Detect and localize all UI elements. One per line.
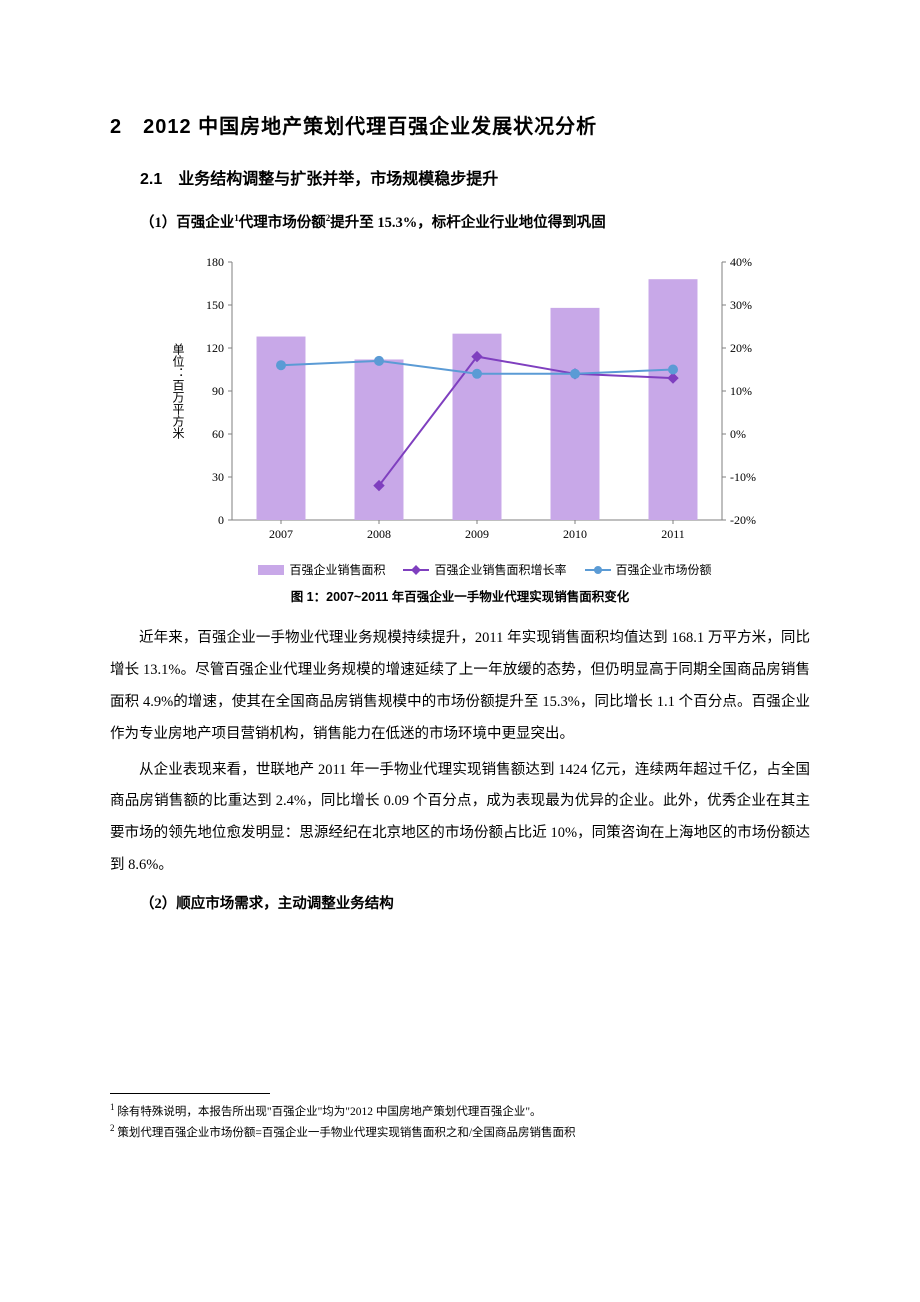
svg-text:60: 60: [212, 427, 224, 441]
chart-legend: 百强企业销售面积 百强企业销售面积增长率 百强企业市场份额: [160, 561, 810, 578]
svg-text:180: 180: [206, 255, 224, 269]
svg-text:-20%: -20%: [730, 513, 756, 527]
svg-text:0: 0: [218, 513, 224, 527]
h3-1-post: 提升至 15.3%，标杆企业行业地位得到巩固: [330, 215, 606, 231]
svg-text:2008: 2008: [367, 527, 391, 541]
svg-text:单位：百万平方米: 单位：百万平方米: [171, 343, 185, 439]
svg-text:30%: 30%: [730, 298, 752, 312]
h3-1-pre: （1）百强企业: [140, 215, 234, 231]
svg-text:0%: 0%: [730, 427, 746, 441]
footnote-1: 1 除有特殊说明，本报告所出现"百强企业"均为"2012 中国房地产策划代理百强…: [110, 1100, 810, 1121]
footnote-separator: [110, 1093, 270, 1094]
svg-text:-10%: -10%: [730, 470, 756, 484]
legend-item: 百强企业市场份额: [585, 561, 712, 578]
svg-text:20%: 20%: [730, 341, 752, 355]
figure-1-caption: 图 1：2007~2011 年百强企业一手物业代理实现销售面积变化: [110, 586, 810, 605]
footnote-2: 2 策划代理百强企业市场份额=百强企业一手物业代理实现销售面积之和/全国商品房销…: [110, 1121, 810, 1142]
footnote-1-text: 除有特殊说明，本报告所出现"百强企业"均为"2012 中国房地产策划代理百强企业…: [115, 1106, 542, 1118]
svg-text:2009: 2009: [465, 527, 489, 541]
svg-text:2007: 2007: [269, 527, 293, 541]
svg-text:30: 30: [212, 470, 224, 484]
legend-item: 百强企业销售面积增长率: [403, 561, 566, 578]
svg-text:120: 120: [206, 341, 224, 355]
point-heading-2: （2）顺应市场需求，主动调整业务结构: [140, 892, 810, 913]
section-heading: 2 2012 中国房地产策划代理百强企业发展状况分析: [110, 110, 810, 139]
h3-1-mid: 代理市场份额: [239, 215, 326, 231]
svg-text:40%: 40%: [730, 255, 752, 269]
point-heading-1: （1）百强企业1代理市场份额2提升至 15.3%，标杆企业行业地位得到巩固: [140, 211, 810, 232]
footnote-2-text: 策划代理百强企业市场份额=百强企业一手物业代理实现销售面积之和/全国商品房销售面…: [115, 1127, 576, 1139]
svg-text:2010: 2010: [563, 527, 587, 541]
svg-text:150: 150: [206, 298, 224, 312]
svg-text:10%: 10%: [730, 384, 752, 398]
legend-item: 百强企业销售面积: [258, 561, 385, 578]
svg-text:2011: 2011: [661, 527, 685, 541]
subsection-heading: 2.1 业务结构调整与扩张并举，市场规模稳步提升: [140, 165, 810, 189]
paragraph-2: 从企业表现来看，世联地产 2011 年一手物业代理实现销售额达到 1424 亿元…: [110, 755, 810, 883]
svg-text:90: 90: [212, 384, 224, 398]
figure-1-chart: 0 30 60 90 120 150 180 -20% -10% 0% 10% 20% 30% 40% 20…: [160, 250, 810, 578]
paragraph-1: 近年来，百强企业一手物业代理业务规模持续提升，2011 年实现销售面积均值达到 …: [110, 623, 810, 751]
